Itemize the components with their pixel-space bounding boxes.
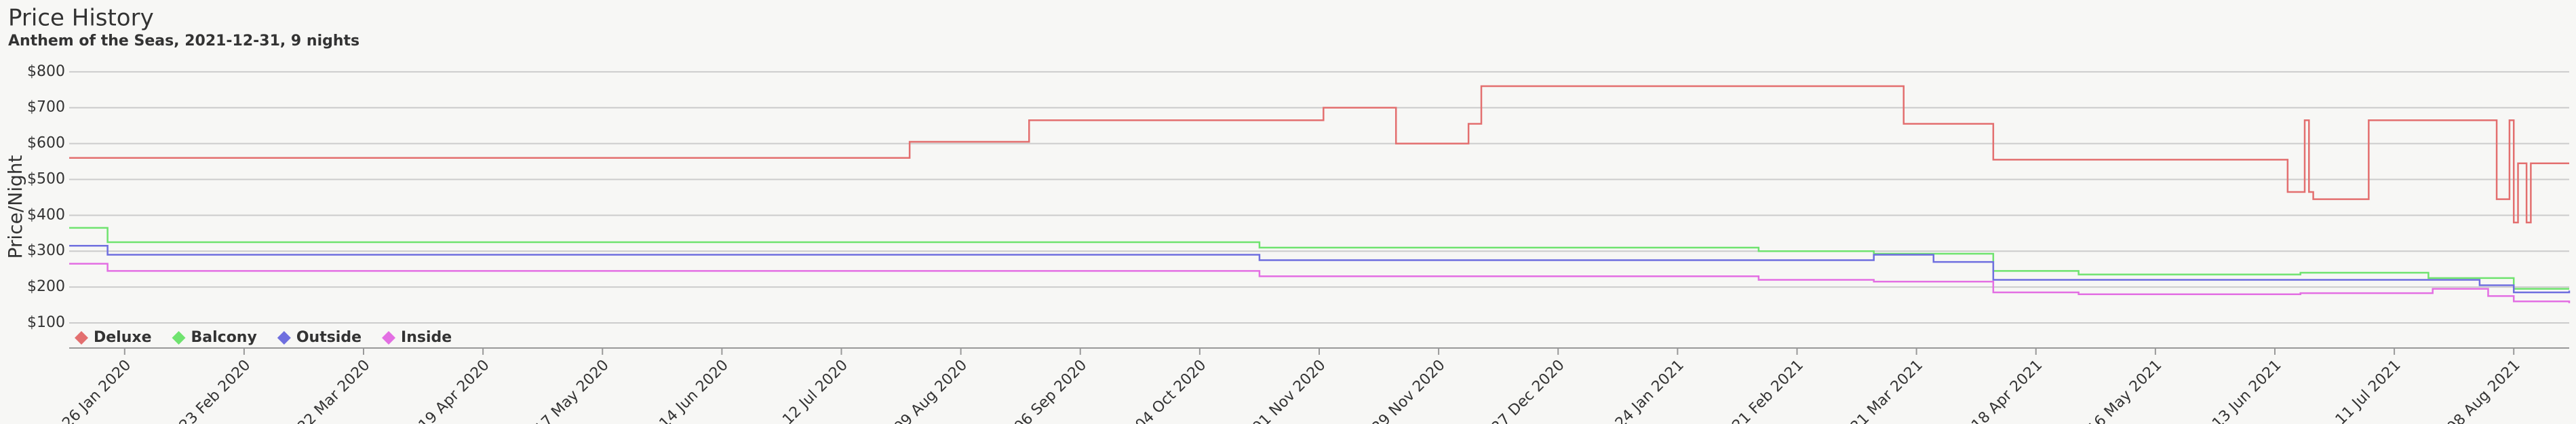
y-tick-label: $600 (27, 135, 65, 152)
y-tick-label: $800 (27, 63, 65, 80)
x-tick-label: 04 Oct 2020 (1133, 357, 1210, 424)
legend-marker (172, 331, 186, 345)
x-tick-label: 17 May 2020 (532, 357, 612, 424)
price-line (69, 85, 2569, 224)
price-line (69, 245, 2571, 294)
x-tick-label: 09 Aug 2020 (891, 357, 971, 424)
legend-marker (277, 331, 291, 345)
x-tick-label: 13 Jun 2021 (2209, 357, 2284, 424)
y-tick-label: $500 (27, 170, 65, 187)
legend-label: Outside (296, 329, 362, 346)
x-tick-label: 21 Mar 2021 (1848, 357, 1926, 424)
x-tick-label: 26 Jan 2020 (59, 357, 134, 424)
x-tick-label: 01 Nov 2020 (1249, 357, 1329, 424)
legend-label: Inside (401, 329, 452, 346)
x-tick-label: 08 Aug 2021 (2444, 357, 2523, 424)
x-tick-label: 23 Feb 2020 (176, 357, 254, 424)
y-tick-label: $300 (27, 242, 65, 259)
x-tick-label: 16 May 2021 (2084, 357, 2165, 424)
x-tick-label: 18 Apr 2021 (1968, 357, 2046, 424)
legend-label: Deluxe (94, 329, 152, 346)
y-tick-label: $200 (27, 278, 65, 295)
x-tick-label: 14 Jun 2020 (657, 357, 732, 424)
x-tick-label: 12 Jul 2020 (779, 357, 851, 424)
chart-subtitle: Anthem of the Seas, 2021-12-31, 9 nights (8, 33, 359, 50)
legend-marker (75, 331, 88, 345)
x-tick-label: 24 Jan 2021 (1612, 357, 1687, 424)
x-tick-label: 22 Mar 2020 (294, 357, 373, 424)
price-line (69, 263, 2571, 303)
x-tick-label: 27 Dec 2020 (1489, 357, 1568, 424)
chart-title: Price History (8, 5, 154, 32)
x-tick-label: 06 Sep 2020 (1011, 357, 1090, 424)
x-tick-label: 21 Feb 2021 (1729, 357, 1806, 424)
y-axis-label: Price/Night (4, 155, 26, 259)
y-tick-label: $400 (27, 206, 65, 223)
legend-label: Balcony (191, 329, 257, 346)
x-tick-label: 11 Jul 2021 (2333, 357, 2404, 424)
x-tick-label: 29 Nov 2020 (1369, 357, 1448, 424)
x-tick-label: 19 Apr 2020 (416, 357, 493, 424)
y-tick-label: $700 (27, 99, 65, 116)
y-tick-label: $100 (27, 314, 65, 331)
legend-marker (382, 331, 396, 345)
